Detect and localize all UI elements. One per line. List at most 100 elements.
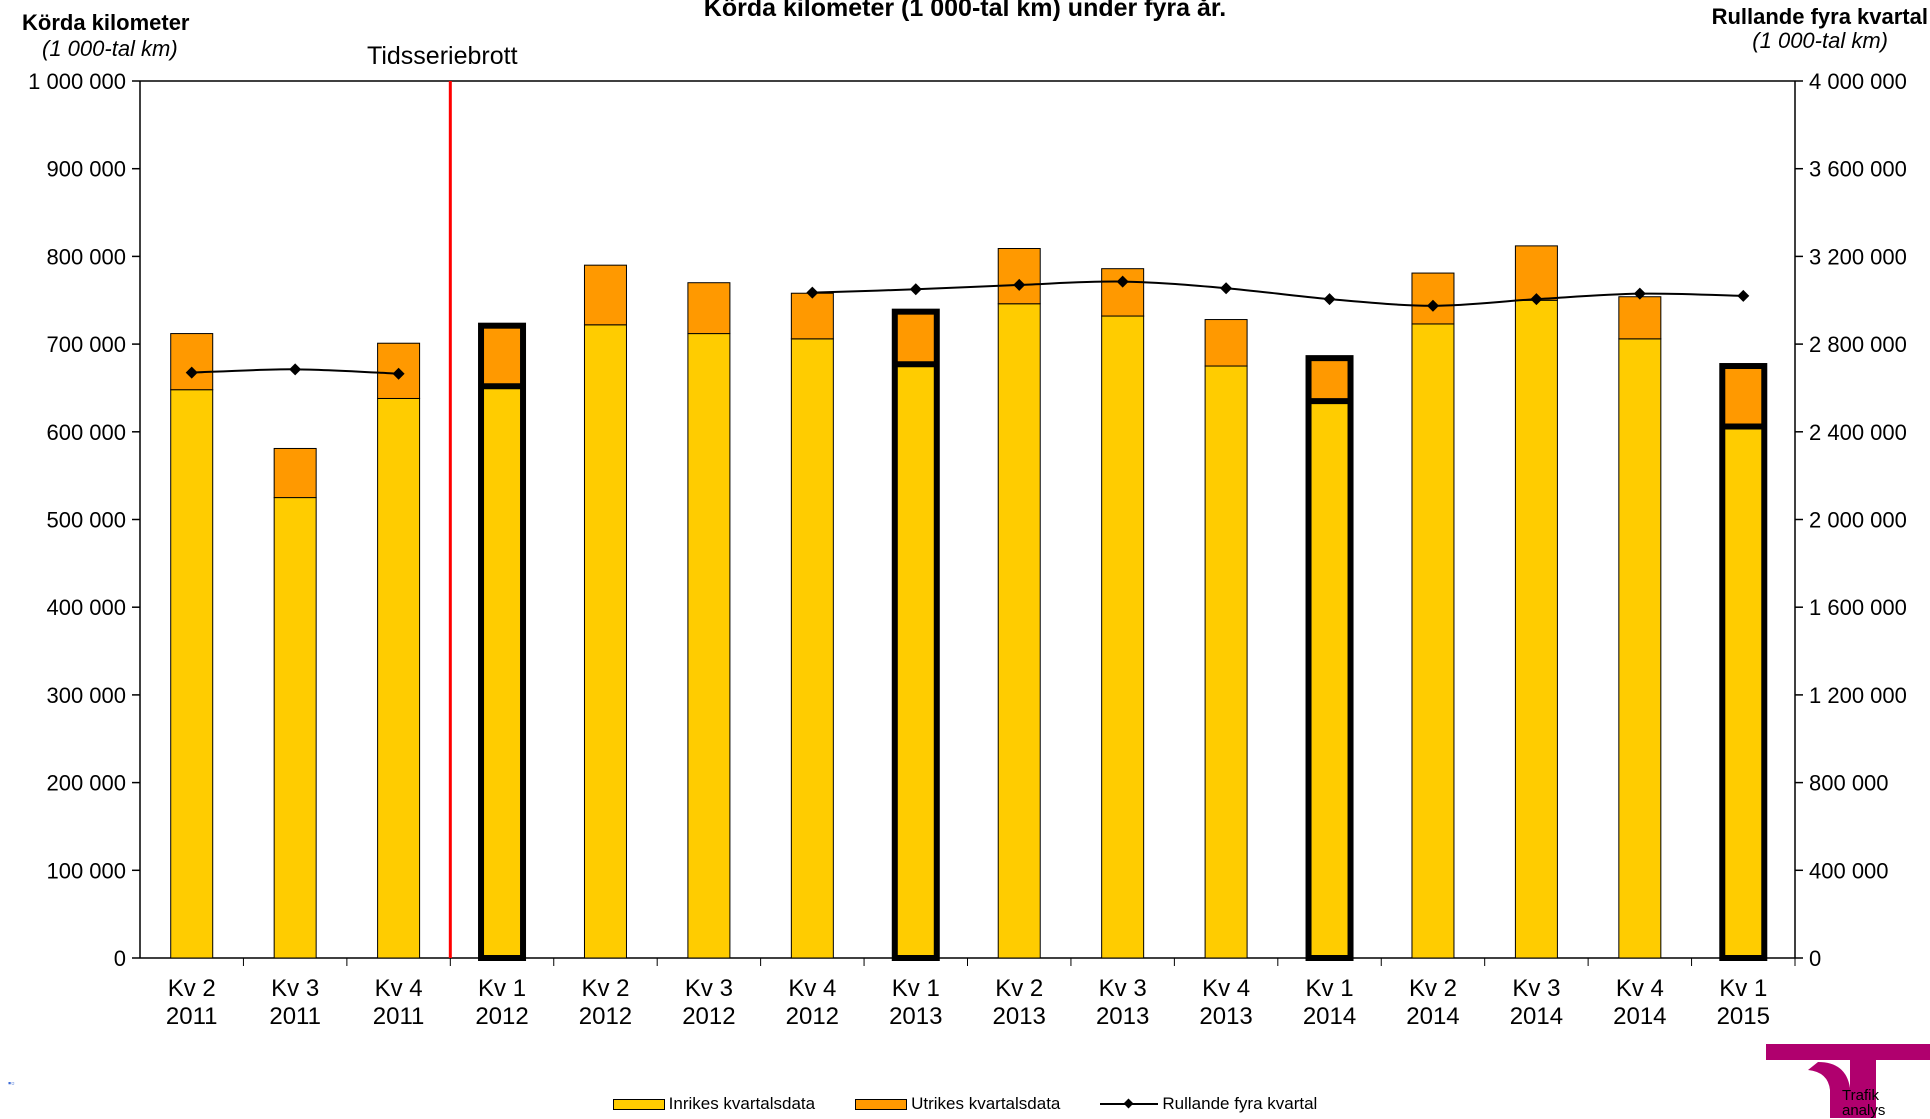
y-tick-label: 200 000	[46, 771, 126, 796]
y-tick-label: 500 000	[46, 508, 126, 533]
x-tick-label-year: 2012	[475, 1003, 528, 1030]
x-tick-label-year: 2012	[682, 1003, 735, 1030]
y2-tick-label: 4 000 000	[1809, 69, 1907, 94]
bar-utrikes	[1721, 365, 1765, 428]
x-tick-label-quarter: Kv 4	[1616, 975, 1664, 1002]
x-tick-label-quarter: Kv 4	[375, 975, 423, 1002]
bar-inrikes	[273, 497, 317, 959]
point-rullande	[1737, 289, 1750, 302]
bar-inrikes	[1101, 315, 1145, 959]
point-rullande	[392, 367, 405, 380]
bar-inrikes	[997, 303, 1041, 959]
y2-tick-label: 3 200 000	[1809, 244, 1907, 269]
bar-utrikes	[273, 447, 317, 499]
x-tick-label-year: 2014	[1510, 1003, 1563, 1030]
y-tick-label: 1 000 000	[28, 69, 126, 94]
bar-inrikes	[894, 363, 938, 959]
y2-tick-label: 0	[1809, 946, 1821, 971]
y-tick-label: 400 000	[46, 595, 126, 620]
bar-utrikes	[997, 248, 1041, 305]
x-tick-label-quarter: Kv 1	[478, 975, 526, 1002]
y2-tick-label: 2 800 000	[1809, 332, 1907, 357]
x-tick-label-year: 2011	[269, 1003, 321, 1030]
y2-tick-label: 1 200 000	[1809, 683, 1907, 708]
bar-highlight-outline	[1719, 363, 1768, 961]
x-tick-label-quarter: Kv 1	[892, 975, 940, 1002]
point-rullande	[1426, 299, 1439, 312]
bar-highlight-outline	[478, 322, 527, 962]
legend-label-utrikes: Utrikes kvartalsdata	[911, 1094, 1061, 1113]
x-tick-label-year: 2014	[1406, 1003, 1459, 1030]
y-tick-label: 800 000	[46, 244, 126, 269]
x-tick-label-year: 2013	[993, 1003, 1046, 1030]
x-tick-label-year: 2013	[889, 1003, 942, 1030]
point-rullande	[289, 363, 302, 376]
x-tick-label-year: 2011	[373, 1003, 425, 1030]
point-rullande	[806, 286, 819, 299]
legend-label-inrikes: Inrikes kvartalsdata	[668, 1094, 816, 1113]
y2-tick-label: 1 600 000	[1809, 595, 1907, 620]
y-tick-label: 100 000	[46, 858, 126, 883]
legend-label-rullande: Rullande fyra kvartal	[1162, 1094, 1318, 1113]
y2-tick-label: 400 000	[1809, 858, 1889, 883]
y2-axis-unit: (1 000-tal km)	[1752, 28, 1888, 53]
x-tick-label-quarter: Kv 4	[788, 975, 836, 1002]
x-tick-label-quarter: Kv 2	[1409, 975, 1457, 1002]
bar-inrikes	[1514, 299, 1558, 959]
x-tick-label-year: 2011	[166, 1003, 218, 1030]
bar-utrikes	[583, 264, 627, 326]
bar-inrikes	[1411, 323, 1455, 959]
legend-swatch-utrikes	[855, 1098, 908, 1110]
point-rullande	[1530, 293, 1543, 306]
x-tick-label-quarter: Kv 3	[1099, 975, 1147, 1002]
x-tick-label-quarter: Kv 3	[1512, 975, 1560, 1002]
legend: Inrikes kvartalsdata Utrikes kvartalsdat…	[0, 1094, 1930, 1114]
bar-highlight-outline	[1305, 355, 1354, 961]
bar-utrikes	[790, 292, 834, 340]
bar-utrikes	[480, 325, 524, 387]
small-corner-icon: ▪▫	[8, 1078, 15, 1088]
bar-utrikes	[1514, 245, 1558, 301]
x-tick-label-quarter: Kv 3	[271, 975, 319, 1002]
y2-tick-label: 2 400 000	[1809, 420, 1907, 445]
y2-tick-label: 800 000	[1809, 771, 1889, 796]
legend-item-utrikes: Utrikes kvartalsdata	[855, 1094, 1060, 1114]
bar-inrikes	[480, 385, 524, 959]
bar-utrikes	[1308, 357, 1352, 402]
point-rullande	[1323, 293, 1336, 306]
x-tick-label-year: 2012	[786, 1003, 839, 1030]
x-tick-label-year: 2012	[579, 1003, 632, 1030]
bar-utrikes	[1411, 272, 1455, 325]
bar-utrikes	[894, 311, 938, 365]
point-rullande	[1220, 282, 1233, 295]
y-tick-label: 900 000	[46, 157, 126, 182]
x-tick-label-year: 2013	[1096, 1003, 1149, 1030]
bar-inrikes	[1204, 365, 1248, 959]
bar-utrikes	[1204, 319, 1248, 367]
y-tick-label: 600 000	[46, 420, 126, 445]
point-rullande	[1633, 287, 1646, 300]
point-rullande	[185, 366, 198, 379]
point-rullande	[909, 283, 922, 296]
logo-text: Trafik analys	[1842, 1088, 1885, 1118]
point-rullande	[1013, 278, 1026, 291]
bar-inrikes	[1721, 426, 1765, 959]
y-axis-title: Körda kilometer	[22, 10, 190, 35]
series-break-annotation: Tidsseriebrott	[367, 42, 518, 70]
x-tick-label-year: 2015	[1717, 1003, 1770, 1030]
legend-swatch-rullande	[1100, 1097, 1159, 1111]
x-tick-label-quarter: Kv 4	[1202, 975, 1250, 1002]
bar-inrikes	[687, 333, 731, 959]
x-tick-label-quarter: Kv 3	[685, 975, 733, 1002]
line-rullande	[812, 280, 1744, 307]
point-rullande	[1116, 275, 1129, 288]
x-tick-label-quarter: Kv 2	[168, 975, 216, 1002]
y2-axis-title: Rullande fyra kvartal	[1711, 4, 1928, 29]
bar-highlight-outline	[891, 308, 940, 961]
trafikanalys-logo	[1766, 1044, 1930, 1118]
x-tick-label-quarter: Kv 2	[995, 975, 1043, 1002]
logo-text-line2: analys	[1842, 1102, 1886, 1119]
bar-utrikes	[170, 333, 214, 391]
